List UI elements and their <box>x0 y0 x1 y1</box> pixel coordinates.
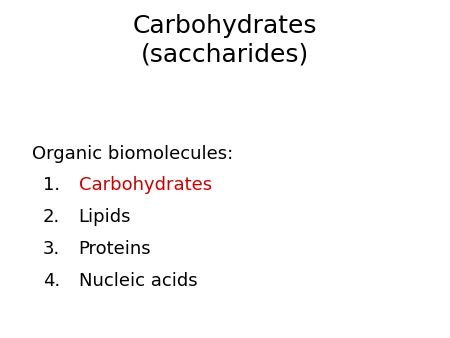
Text: Nucleic acids: Nucleic acids <box>79 272 198 290</box>
Text: Lipids: Lipids <box>79 208 131 226</box>
Text: Carbohydrates
(saccharides): Carbohydrates (saccharides) <box>133 14 317 66</box>
Text: Organic biomolecules:: Organic biomolecules: <box>32 145 233 163</box>
Text: Carbohydrates: Carbohydrates <box>79 176 212 194</box>
Text: 3.: 3. <box>43 240 60 258</box>
Text: 2.: 2. <box>43 208 60 226</box>
Text: Proteins: Proteins <box>79 240 151 258</box>
Text: 1.: 1. <box>43 176 60 194</box>
Text: 4.: 4. <box>43 272 60 290</box>
